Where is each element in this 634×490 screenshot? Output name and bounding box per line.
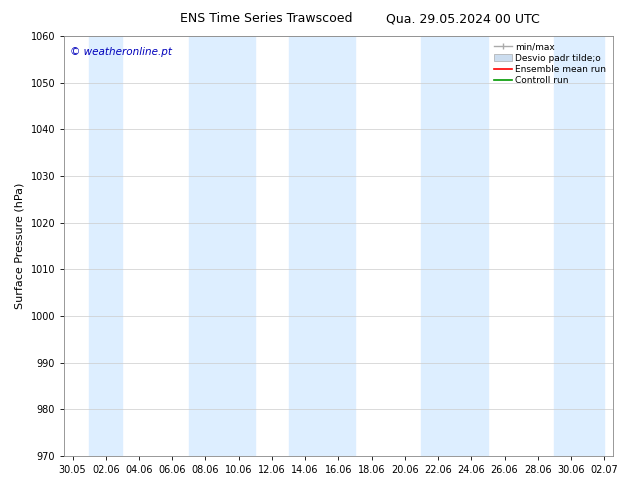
Bar xyxy=(89,36,122,456)
Bar xyxy=(422,36,488,456)
Text: Qua. 29.05.2024 00 UTC: Qua. 29.05.2024 00 UTC xyxy=(386,12,540,25)
Text: ENS Time Series Trawscoed: ENS Time Series Trawscoed xyxy=(180,12,353,25)
Y-axis label: Surface Pressure (hPa): Surface Pressure (hPa) xyxy=(15,183,25,309)
Bar xyxy=(189,36,256,456)
Legend: min/max, Desvio padr tilde;o, Ensemble mean run, Controll run: min/max, Desvio padr tilde;o, Ensemble m… xyxy=(492,41,608,87)
Text: © weatheronline.pt: © weatheronline.pt xyxy=(70,47,172,57)
Bar xyxy=(554,36,604,456)
Bar xyxy=(288,36,355,456)
